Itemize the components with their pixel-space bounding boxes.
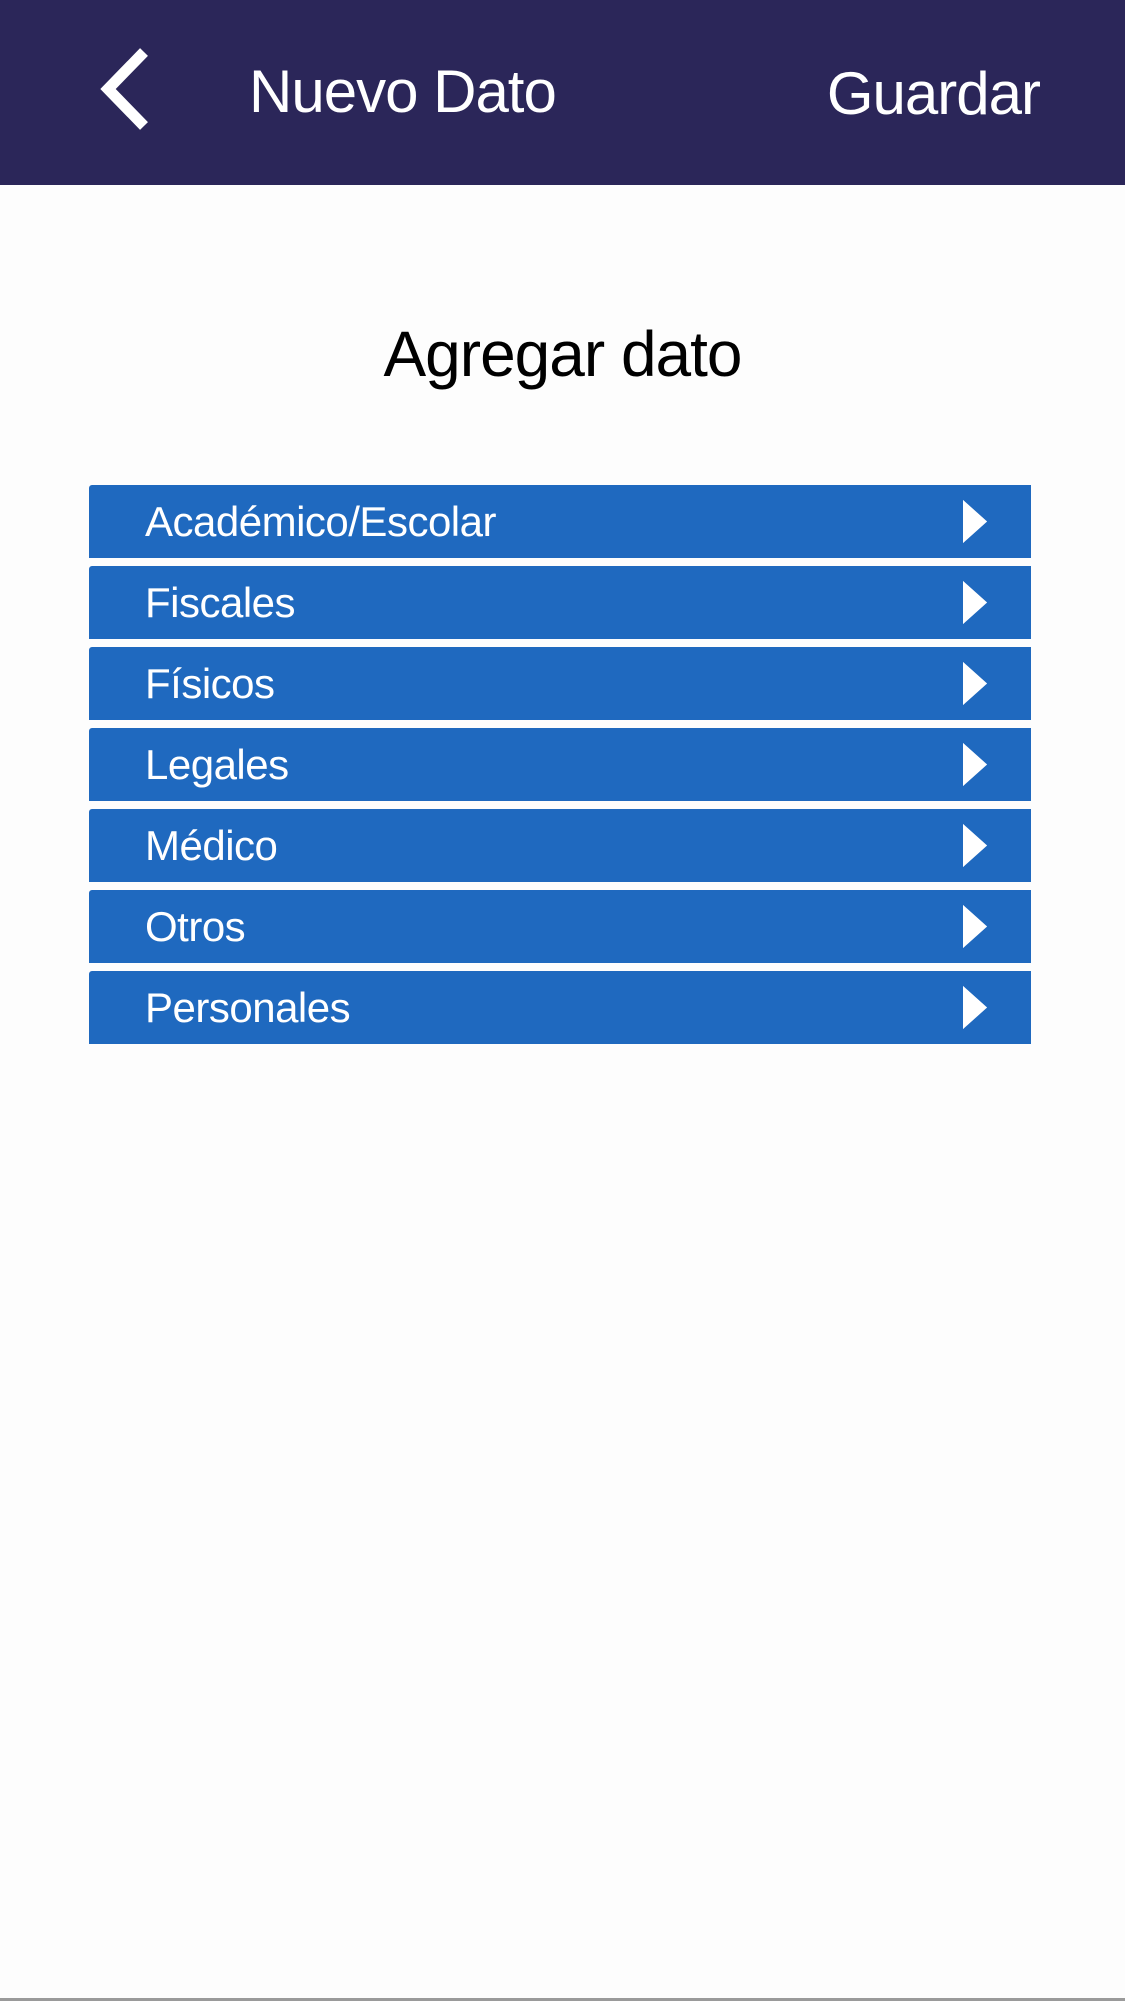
category-item[interactable]: Académico/Escolar (89, 485, 1031, 558)
category-label: Académico/Escolar (145, 498, 496, 545)
category-label: Físicos (145, 660, 275, 707)
category-label: Fiscales (145, 579, 296, 626)
chevron-right-icon (963, 905, 987, 948)
back-button[interactable] (96, 46, 156, 132)
chevron-right-icon (963, 581, 987, 624)
category-list: Académico/Escolar Fiscales Físicos Legales M… (89, 485, 1031, 1052)
category-item[interactable]: Personales (89, 971, 1031, 1044)
save-button[interactable]: Guardar (826, 60, 1041, 127)
category-label: Legales (145, 741, 289, 788)
chevron-left-icon (100, 48, 148, 130)
category-label: Personales (145, 984, 351, 1031)
chevron-right-icon (963, 662, 987, 705)
header-title: Nuevo Dato (249, 58, 557, 125)
chevron-right-icon (963, 743, 987, 786)
chevron-right-icon (963, 500, 987, 543)
category-item[interactable]: Médico (89, 809, 1031, 882)
page-title: Agregar dato (383, 318, 742, 390)
category-item[interactable]: Físicos (89, 647, 1031, 720)
category-item[interactable]: Otros (89, 890, 1031, 963)
chevron-right-icon (963, 824, 987, 867)
nav-header: Nuevo Dato Guardar (0, 0, 1125, 185)
category-item[interactable]: Legales (89, 728, 1031, 801)
category-label: Médico (145, 822, 278, 869)
divider (0, 1998, 1125, 2001)
chevron-right-icon (963, 986, 987, 1029)
category-item[interactable]: Fiscales (89, 566, 1031, 639)
category-label: Otros (145, 903, 246, 950)
